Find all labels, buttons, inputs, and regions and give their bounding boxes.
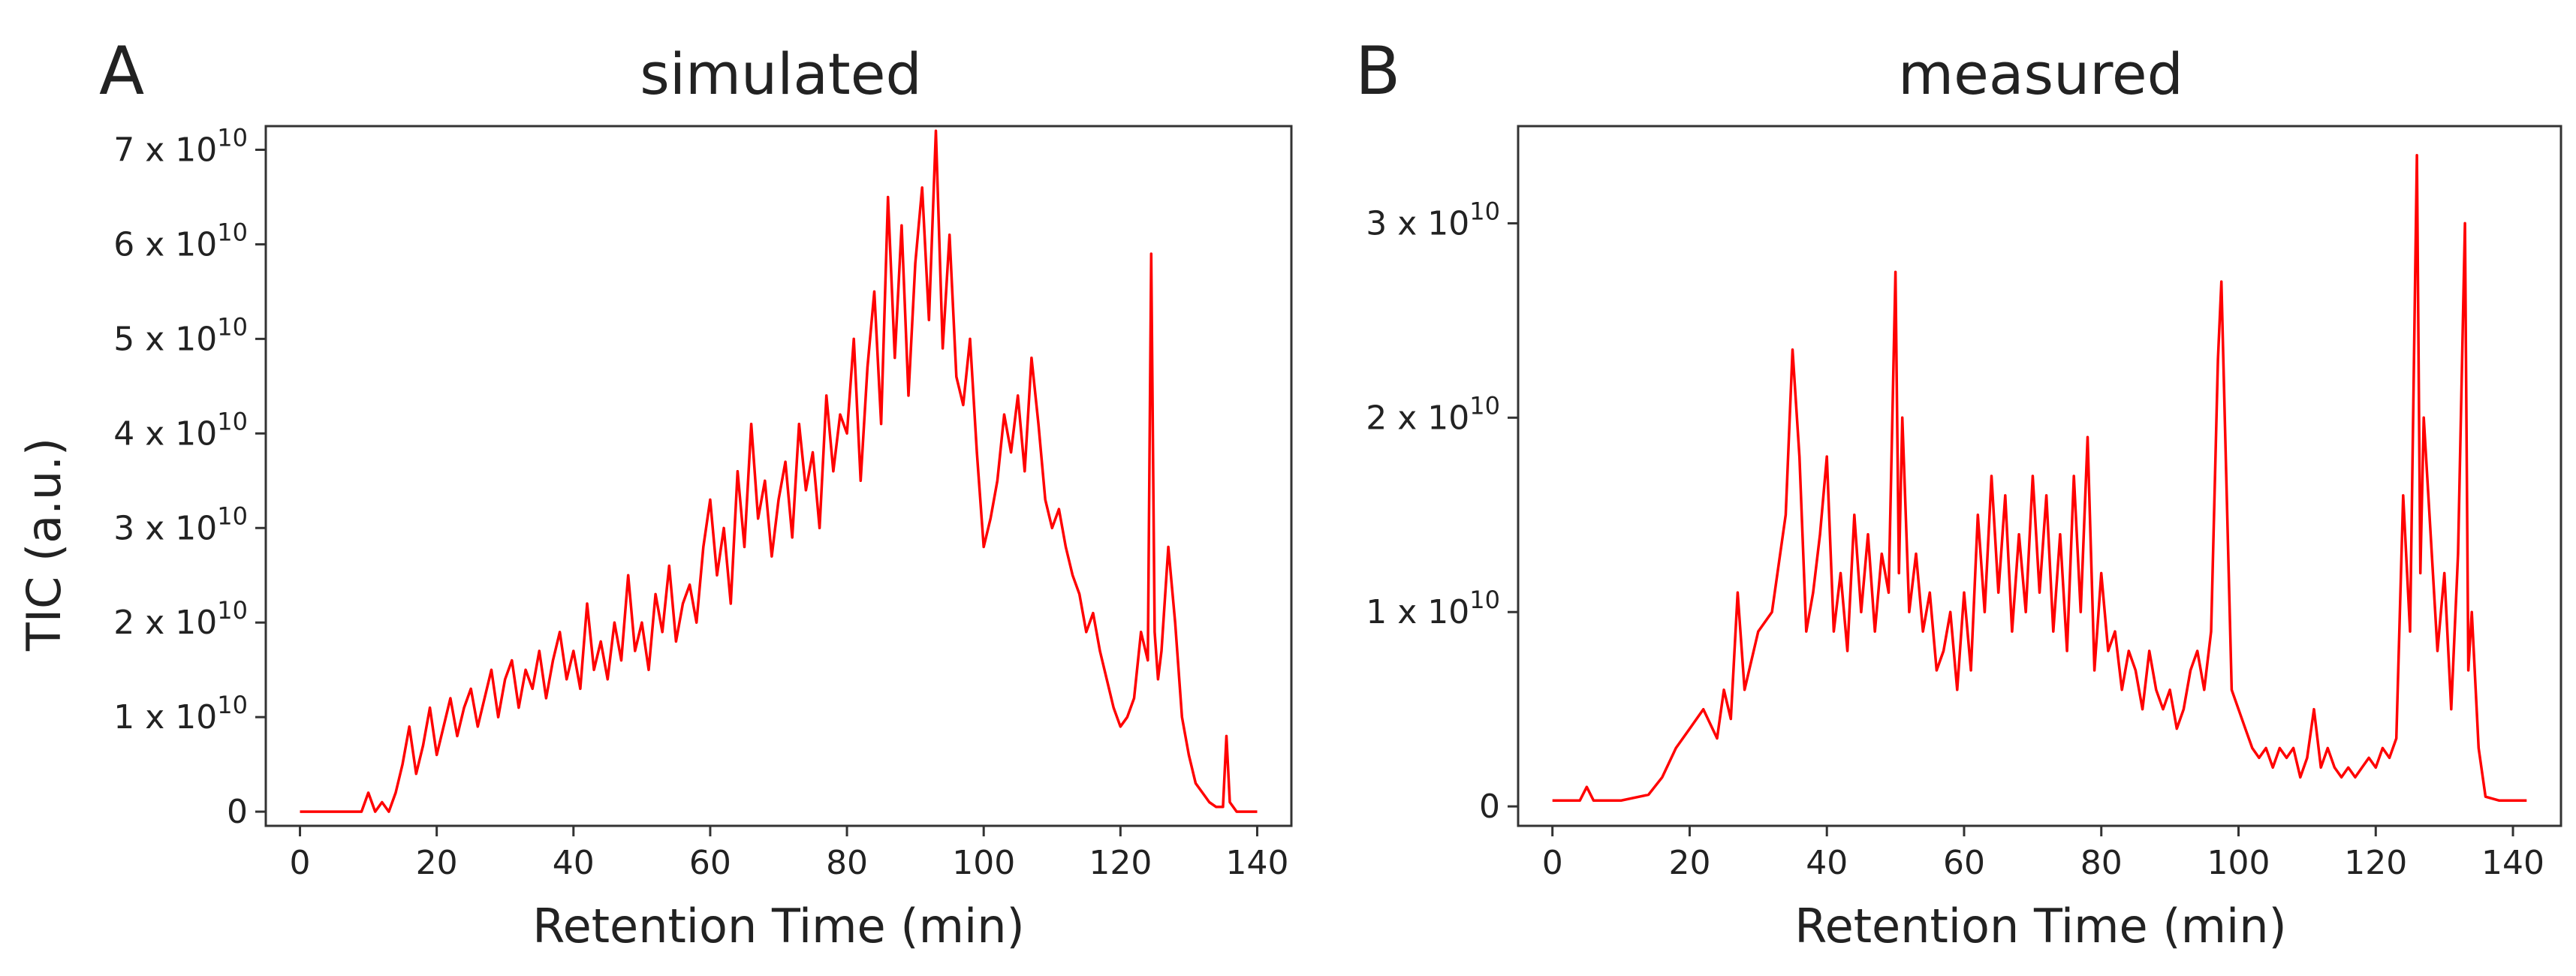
x-tick-label-a: 0 (290, 844, 311, 882)
x-tick-label-b: 80 (2080, 844, 2123, 882)
x-tick-label-b: 0 (1542, 844, 1563, 882)
y-tick-label-b: 1 x 1010 (1366, 586, 1500, 631)
panel-a-simulated: A simulated TIC (a.u.) Retention Time (m… (17, 32, 1293, 953)
x-tick-label-a: 140 (1225, 844, 1288, 882)
y-tick-label-a: 4 x 1010 (113, 407, 248, 453)
y-tick-label-a: 5 x 1010 (113, 312, 248, 358)
x-axis-label-b: Retention Time (min) (1794, 899, 2286, 953)
x-tick-label-a: 20 (416, 844, 458, 882)
x-tick-label-b: 140 (2481, 844, 2544, 882)
series-line-a (300, 129, 1258, 813)
series-line-b (1552, 154, 2527, 803)
x-tick-label-a: 60 (689, 844, 731, 882)
y-tick-label-b: 2 x 1010 (1366, 391, 1500, 437)
y-tick-label-a: 0 (227, 793, 248, 831)
series-a (300, 129, 1258, 813)
x-tick-label-b: 20 (1668, 844, 1710, 882)
y-tick-label-a: 1 x 1010 (113, 691, 248, 737)
y-tick-label-a: 7 x 1010 (113, 123, 248, 169)
x-tick-label-a: 80 (826, 844, 868, 882)
y-tick-label-a: 6 x 1010 (113, 218, 248, 264)
y-tick-label-b: 3 x 1010 (1366, 197, 1500, 242)
x-tick-label-a: 100 (952, 844, 1015, 882)
axis-ticks-a: 0 20 40 60 80 100 120 140 0 1 x 1010 2 x 1010 3 x 1… (113, 123, 1288, 882)
y-tick-label-a: 3 x 1010 (113, 502, 248, 547)
x-axis-label-a: Retention Time (min) (532, 899, 1024, 953)
panel-b-measured: B measured Retention Time (min) 0 20 40 60 8… (1355, 32, 2562, 953)
x-tick-label-a: 120 (1089, 844, 1152, 882)
y-axis-label: TIC (a.u.) (17, 438, 71, 652)
y-tick-label-a: 2 x 1010 (113, 596, 248, 642)
panel-title-measured: measured (1898, 41, 2183, 107)
plot-frame-a (264, 125, 1293, 827)
x-tick-label-a: 40 (553, 844, 595, 882)
plot-frame-b (1517, 125, 2562, 827)
x-tick-label-b: 120 (2344, 844, 2407, 882)
panel-letter-a: A (99, 32, 144, 110)
panel-letter-b: B (1355, 32, 1400, 110)
panel-title-simulated: simulated (640, 41, 921, 107)
x-tick-label-b: 60 (1943, 844, 1985, 882)
series-b (1552, 154, 2527, 803)
axis-ticks-b: 0 20 40 60 80 100 120 140 0 1 x 1010 2 x 1010 3 x 1… (1366, 197, 2544, 882)
x-tick-label-b: 100 (2207, 844, 2270, 882)
x-tick-label-b: 40 (1806, 844, 1848, 882)
y-tick-label-b: 0 (1479, 788, 1500, 826)
